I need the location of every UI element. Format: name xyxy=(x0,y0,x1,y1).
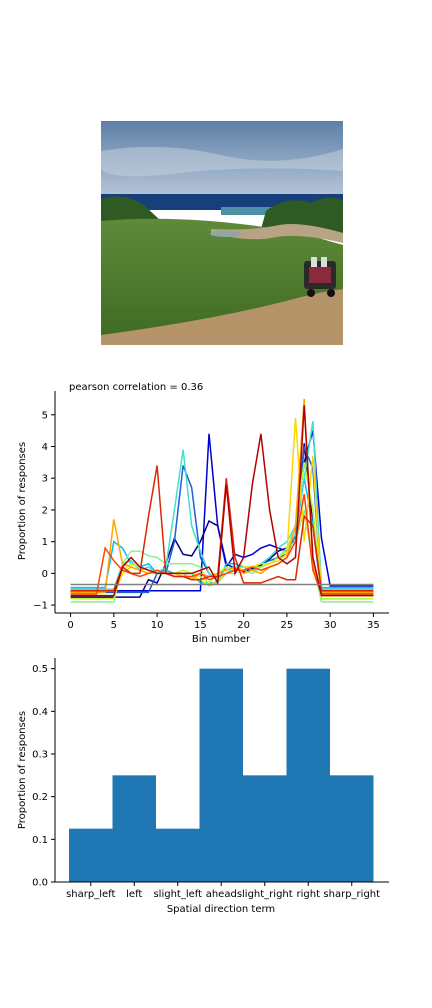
line-x-tick-label: 5 xyxy=(111,620,117,631)
bar-marks-group xyxy=(69,668,374,882)
line-y-tick-label: 4 xyxy=(42,442,48,453)
line-x-tick-label: 20 xyxy=(237,620,250,631)
line-x-tick-label: 25 xyxy=(281,620,294,631)
line-chart-ylabel: Proportion of responses xyxy=(17,442,28,560)
bar-sharp_right xyxy=(330,775,374,882)
line-chart-xlabel: Bin number xyxy=(192,634,251,645)
line-series-7 xyxy=(70,417,374,597)
bar-x-tick-label: slight_right xyxy=(237,889,293,900)
bar-slight_right xyxy=(243,775,287,882)
line-chart-axes: 0 5 10 15 20 25 30 35 −1 0 1 2 3 4 5 xyxy=(33,391,389,631)
line-y-tick-label: 5 xyxy=(42,410,48,421)
bar-x-tick-label: sharp_left xyxy=(66,889,115,900)
line-series-11 xyxy=(70,405,374,597)
bar-chart: sharp_left left slight_left ahead slight_rig… xyxy=(17,658,389,915)
bar-slight_left xyxy=(156,828,200,882)
bar-sharp_left xyxy=(69,828,113,882)
line-y-tick-label: 0 xyxy=(42,569,48,580)
line-x-tick-label: 35 xyxy=(367,620,380,631)
line-x-tick-label: 10 xyxy=(151,620,164,631)
bar-chart-ylabel: Proportion of responses xyxy=(17,711,28,829)
bar-x-tick-label: right xyxy=(297,889,321,900)
bar-y-tick-label: 0.4 xyxy=(32,707,48,718)
line-series-9 xyxy=(70,493,374,595)
line-chart-title: pearson correlation = 0.36 xyxy=(69,382,203,393)
line-x-tick-label: 0 xyxy=(67,620,73,631)
line-x-tick-label: 30 xyxy=(324,620,337,631)
line-chart: pearson correlation = 0.36 0 5 10 15 20 25 30 3… xyxy=(17,382,389,645)
bar-y-tick-label: 0.0 xyxy=(32,878,48,889)
bar-x-tick-label: ahead xyxy=(206,889,237,900)
bar-y-tick-label: 0.5 xyxy=(32,664,48,675)
line-series-group xyxy=(70,398,374,603)
line-series-1 xyxy=(70,430,374,592)
line-y-tick-label: 2 xyxy=(42,505,48,516)
line-series-3 xyxy=(70,478,374,589)
line-series-6 xyxy=(70,462,374,600)
golf-course-photo xyxy=(101,121,343,345)
line-y-tick-label: −1 xyxy=(33,601,48,612)
line-y-tick-label: 3 xyxy=(42,474,48,485)
line-series-8 xyxy=(70,398,374,594)
bar-x-tick-label: slight_left xyxy=(153,889,202,900)
bar-y-tick-label: 0.3 xyxy=(32,750,48,761)
line-y-tick-label: 1 xyxy=(42,537,48,548)
bar-chart-axes: sharp_left left slight_left ahead slight_rig… xyxy=(32,658,389,900)
bar-x-tick-label: sharp_right xyxy=(323,889,380,900)
bar-left xyxy=(112,775,156,882)
bar-right xyxy=(286,668,330,882)
line-x-tick-label: 15 xyxy=(194,620,207,631)
bar-chart-xlabel: Spatial direction term xyxy=(167,904,275,915)
bar-x-tick-label: left xyxy=(126,889,142,900)
bar-y-tick-label: 0.2 xyxy=(32,792,48,803)
bar-y-tick-label: 0.1 xyxy=(32,835,48,846)
bar-ahead xyxy=(199,668,243,882)
